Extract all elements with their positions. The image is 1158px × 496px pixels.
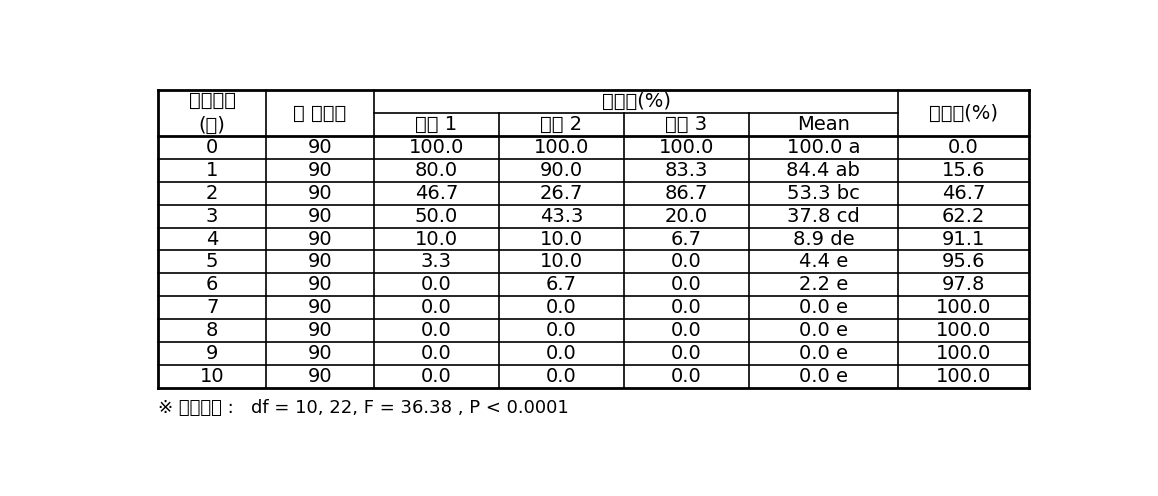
Text: 0.0: 0.0 [422,344,452,363]
Text: 53.3 bc: 53.3 bc [787,184,860,203]
Text: 0.0: 0.0 [670,298,702,317]
Text: 0.0 e: 0.0 e [799,298,848,317]
Text: 86.7: 86.7 [665,184,708,203]
Text: 90: 90 [308,367,332,386]
Text: 총 조사수: 총 조사수 [293,104,346,123]
Text: 4.4 e: 4.4 e [799,252,848,271]
Text: 0.0: 0.0 [545,321,577,340]
Text: 1: 1 [206,161,219,180]
Text: 반복 3: 반복 3 [665,115,708,134]
Text: 10: 10 [200,367,225,386]
Text: 0.0: 0.0 [422,275,452,294]
Text: 0.0: 0.0 [545,298,577,317]
Text: 62.2: 62.2 [941,207,985,226]
Text: 91.1: 91.1 [941,230,985,248]
Text: 2: 2 [206,184,219,203]
Text: 100.0 a: 100.0 a [786,138,860,157]
Text: ※ 통계분석 :   df = 10, 22, F = 36.38 , P < 0.0001: ※ 통계분석 : df = 10, 22, F = 36.38 , P < 0.… [159,399,569,418]
Text: 90.0: 90.0 [540,161,582,180]
Text: 37.8 cd: 37.8 cd [787,207,859,226]
Text: 100.0: 100.0 [936,321,991,340]
Text: 90: 90 [308,321,332,340]
Text: 95.6: 95.6 [941,252,985,271]
Text: 반복 1: 반복 1 [416,115,457,134]
Text: 0.0: 0.0 [422,321,452,340]
Text: 7: 7 [206,298,219,317]
Text: 50.0: 50.0 [415,207,459,226]
Text: 100.0: 100.0 [659,138,713,157]
Text: Mean: Mean [797,115,850,134]
Text: 반복 2: 반복 2 [541,115,582,134]
Text: 0.0: 0.0 [422,298,452,317]
Text: 0.0: 0.0 [670,275,702,294]
Text: 20.0: 20.0 [665,207,708,226]
Text: 100.0: 100.0 [534,138,589,157]
Text: 9: 9 [206,344,219,363]
Text: 0.0: 0.0 [545,367,577,386]
Text: 10.0: 10.0 [540,252,582,271]
Text: 97.8: 97.8 [941,275,985,294]
Text: 90: 90 [308,275,332,294]
Text: 0.0: 0.0 [670,344,702,363]
Text: 90: 90 [308,138,332,157]
Text: 처리시간
(일): 처리시간 (일) [189,91,235,135]
Text: 6.7: 6.7 [670,230,702,248]
Text: 3: 3 [206,207,219,226]
Text: 10.0: 10.0 [540,230,582,248]
Text: 6: 6 [206,275,219,294]
Text: 46.7: 46.7 [941,184,985,203]
Text: 0.0: 0.0 [948,138,979,157]
Text: 90: 90 [308,184,332,203]
Text: 0.0: 0.0 [670,321,702,340]
Text: 100.0: 100.0 [409,138,464,157]
Text: 10.0: 10.0 [415,230,457,248]
Text: 0.0: 0.0 [422,367,452,386]
Text: 100.0: 100.0 [936,344,991,363]
Text: 0: 0 [206,138,218,157]
Text: 100.0: 100.0 [936,367,991,386]
Text: 5: 5 [206,252,219,271]
Text: 90: 90 [308,161,332,180]
Text: 사망률(%): 사망률(%) [929,104,998,123]
Text: 0.0: 0.0 [670,367,702,386]
Text: 26.7: 26.7 [540,184,582,203]
Text: 90: 90 [308,344,332,363]
Text: 2.2 e: 2.2 e [799,275,848,294]
Text: 83.3: 83.3 [665,161,708,180]
Text: 8.9 de: 8.9 de [792,230,855,248]
Text: 8: 8 [206,321,219,340]
Text: 84.4 ab: 84.4 ab [786,161,860,180]
Text: 90: 90 [308,230,332,248]
Text: 0.0 e: 0.0 e [799,344,848,363]
Text: 46.7: 46.7 [415,184,459,203]
Text: 90: 90 [308,298,332,317]
Text: 0.0 e: 0.0 e [799,367,848,386]
Text: 3.3: 3.3 [420,252,452,271]
Text: 100.0: 100.0 [936,298,991,317]
Text: 생존율(%): 생존율(%) [601,92,670,111]
Text: 0.0 e: 0.0 e [799,321,848,340]
Text: 80.0: 80.0 [415,161,457,180]
Text: 0.0: 0.0 [545,344,577,363]
Text: 90: 90 [308,252,332,271]
Text: 0.0: 0.0 [670,252,702,271]
Text: 15.6: 15.6 [941,161,985,180]
Text: 6.7: 6.7 [545,275,577,294]
Text: 90: 90 [308,207,332,226]
Text: 43.3: 43.3 [540,207,582,226]
Text: 4: 4 [206,230,219,248]
